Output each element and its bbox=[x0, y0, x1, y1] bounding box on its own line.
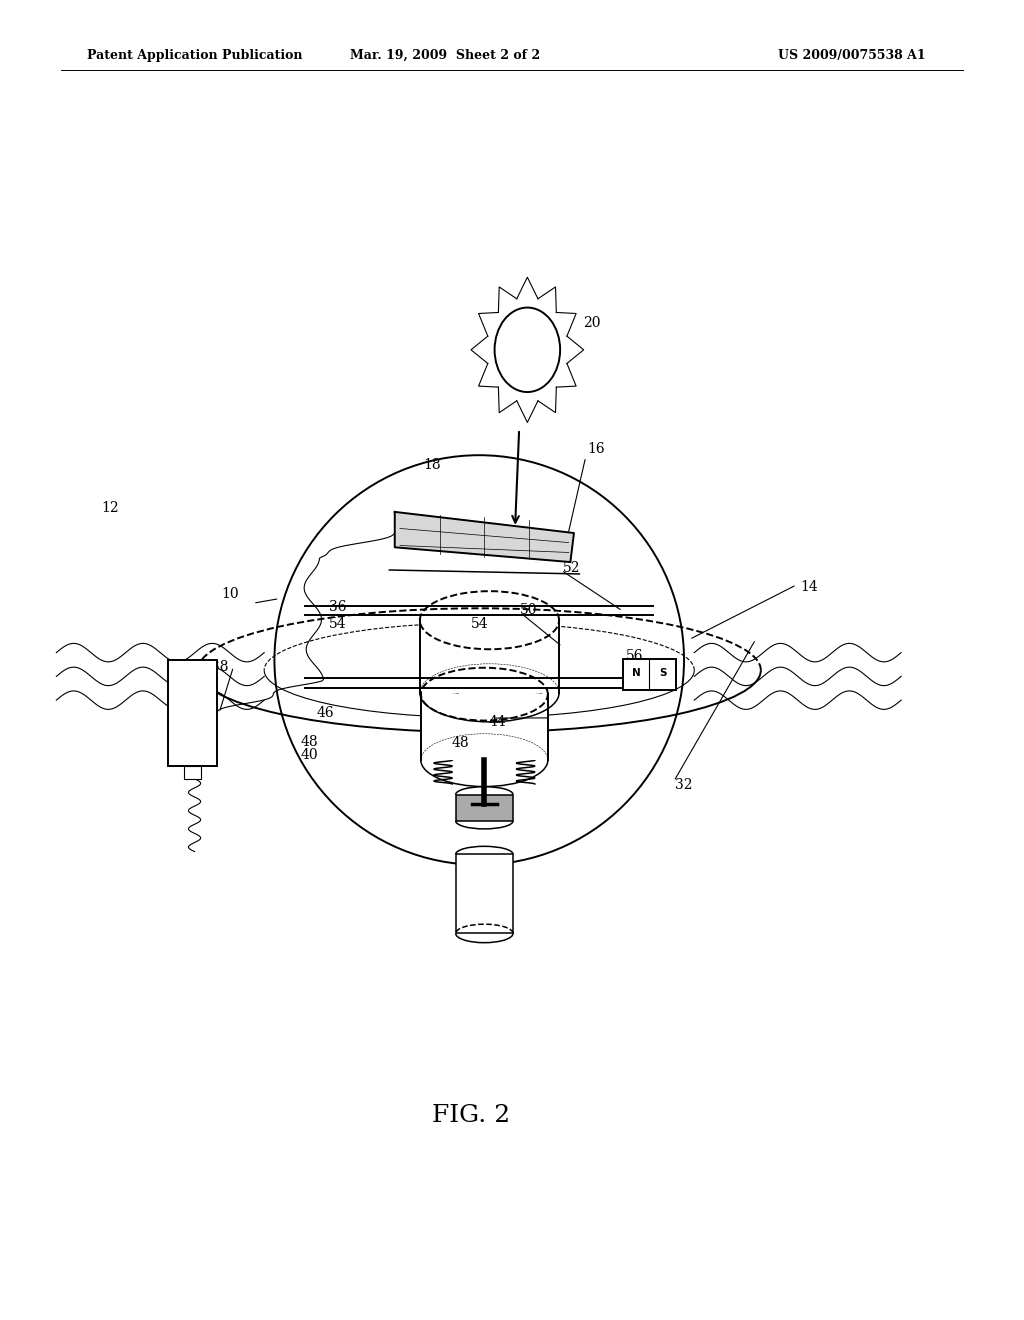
Text: 36: 36 bbox=[329, 601, 347, 614]
Text: S: S bbox=[658, 668, 667, 678]
Text: 10: 10 bbox=[221, 587, 240, 601]
Text: 20: 20 bbox=[583, 317, 601, 330]
Text: 38: 38 bbox=[211, 660, 229, 673]
Bar bbox=[623, 659, 676, 689]
Polygon shape bbox=[395, 512, 573, 562]
Text: FIG. 2: FIG. 2 bbox=[432, 1104, 510, 1127]
Text: 40: 40 bbox=[300, 748, 318, 762]
Text: 52: 52 bbox=[562, 561, 581, 574]
Text: 54: 54 bbox=[470, 618, 488, 631]
Text: US 2009/0075538 A1: US 2009/0075538 A1 bbox=[778, 49, 926, 62]
Text: Mar. 19, 2009  Sheet 2 of 2: Mar. 19, 2009 Sheet 2 of 2 bbox=[350, 49, 541, 62]
Bar bbox=[184, 766, 201, 779]
Text: 50: 50 bbox=[519, 603, 538, 616]
Text: N: N bbox=[632, 668, 640, 678]
Bar bbox=[420, 620, 559, 693]
Text: 48: 48 bbox=[300, 735, 318, 748]
Text: 18: 18 bbox=[423, 458, 441, 471]
Text: 42: 42 bbox=[457, 801, 475, 814]
Text: 14: 14 bbox=[800, 581, 818, 594]
Bar bbox=[421, 694, 548, 760]
Text: Patent Application Publication: Patent Application Publication bbox=[87, 49, 302, 62]
Text: 46: 46 bbox=[316, 706, 335, 719]
Text: 32: 32 bbox=[675, 779, 693, 792]
Text: 12: 12 bbox=[101, 502, 120, 515]
Text: 54: 54 bbox=[329, 618, 347, 631]
Bar bbox=[456, 795, 513, 821]
Text: 48: 48 bbox=[452, 737, 470, 750]
Text: 16: 16 bbox=[587, 442, 605, 455]
Text: 56: 56 bbox=[626, 649, 644, 663]
Bar bbox=[456, 854, 513, 933]
Text: 44: 44 bbox=[488, 715, 507, 729]
Bar bbox=[168, 660, 217, 766]
